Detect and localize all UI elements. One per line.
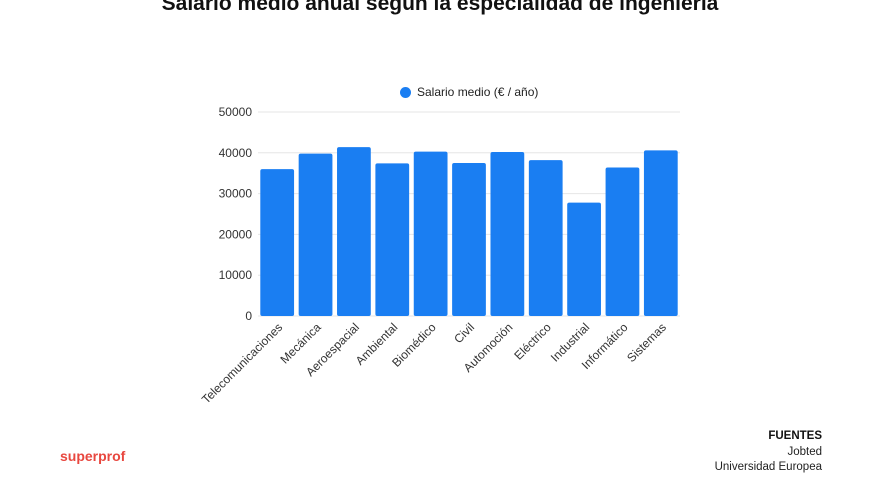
legend: Salario medio (€ / año) bbox=[400, 85, 538, 99]
bar bbox=[375, 163, 410, 316]
y-tick-label: 50000 bbox=[219, 105, 253, 119]
chart-title: Salario medio anual según la especialida… bbox=[161, 0, 719, 15]
y-tick-label: 30000 bbox=[219, 187, 253, 201]
bar bbox=[298, 153, 333, 316]
bar bbox=[567, 202, 601, 316]
bar bbox=[643, 150, 678, 316]
sources-heading: FUENTES bbox=[768, 430, 822, 442]
bar bbox=[337, 147, 371, 316]
sources: FUENTES Jobted Universidad Europea bbox=[715, 429, 822, 476]
brand-logo: superprof bbox=[60, 448, 126, 464]
y-tick-label: 40000 bbox=[219, 146, 253, 160]
x-tick-label: Civil bbox=[451, 320, 477, 346]
source-item: Jobted bbox=[787, 445, 822, 458]
bar bbox=[605, 167, 640, 316]
x-tick-label: Sistemas bbox=[624, 320, 669, 365]
x-tick-label: Telecomunicaciones bbox=[199, 320, 285, 406]
y-tick-label: 20000 bbox=[219, 227, 253, 241]
legend-swatch bbox=[400, 86, 411, 98]
y-tick-label: 0 bbox=[245, 309, 252, 323]
y-tick-label: 10000 bbox=[219, 268, 253, 282]
source-item: Universidad Europea bbox=[714, 461, 822, 473]
bar bbox=[528, 160, 563, 316]
bar bbox=[413, 151, 448, 316]
bar bbox=[452, 163, 486, 316]
bar bbox=[260, 169, 295, 316]
legend-label: Salario medio (€ / año) bbox=[417, 85, 539, 99]
bar bbox=[490, 151, 525, 316]
x-tick-label: Eléctrico bbox=[511, 320, 554, 363]
